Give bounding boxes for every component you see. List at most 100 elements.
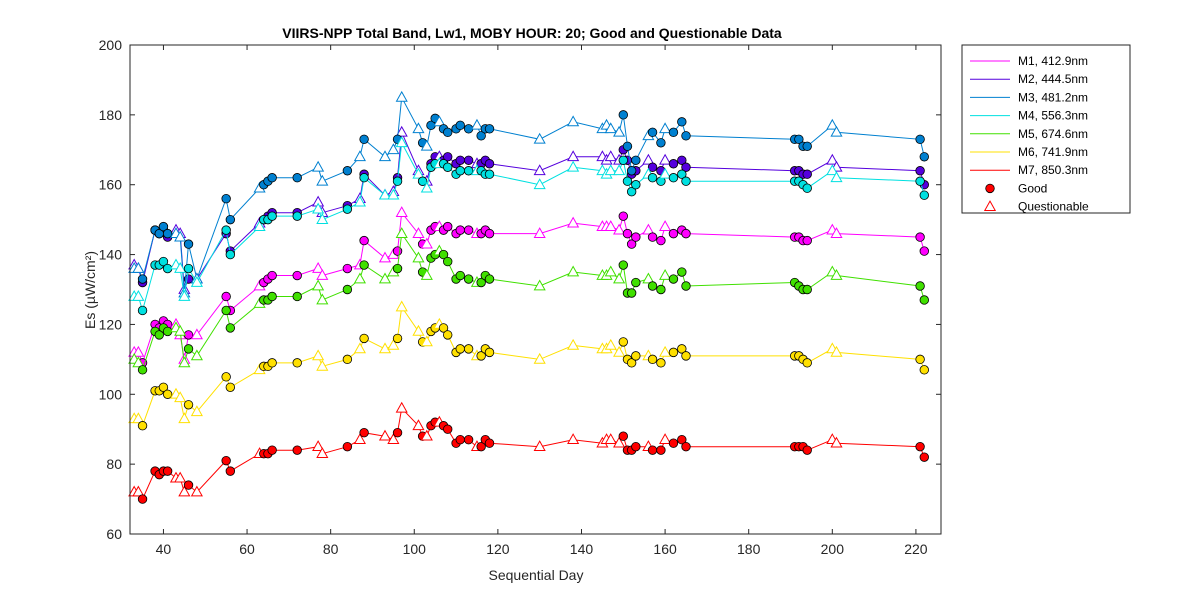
- questionable-point: [395, 90, 408, 102]
- questionable-point: [395, 300, 408, 312]
- questionable-point: [830, 171, 843, 183]
- good-point: [919, 295, 929, 305]
- y-tick-label: 140: [99, 247, 123, 263]
- questionable-point: [642, 272, 655, 284]
- good-point: [158, 256, 169, 267]
- good-point: [183, 480, 194, 490]
- questionable-point: [470, 118, 484, 130]
- questionable-point: [316, 269, 329, 280]
- x-axis: 40 60 80 100 120 140 160 180 200 220: [156, 45, 928, 557]
- questionable-point: [395, 401, 408, 413]
- good-point: [668, 347, 679, 358]
- questionable-point: [604, 164, 617, 176]
- questionable-point: [604, 265, 617, 277]
- questionable-point: [613, 345, 626, 357]
- good-point: [677, 155, 687, 165]
- good-point: [677, 344, 687, 354]
- good-point: [631, 351, 641, 361]
- good-point: [267, 445, 277, 455]
- questionable-point: [178, 485, 191, 497]
- questionable-point: [826, 118, 839, 130]
- questionable-point: [312, 160, 325, 172]
- good-point: [392, 333, 403, 344]
- good-point: [677, 434, 687, 445]
- good-point: [476, 131, 486, 141]
- questionable-point: [533, 279, 546, 291]
- questionable-point: [174, 230, 187, 242]
- questionable-point: [316, 359, 329, 371]
- good-point: [292, 270, 302, 281]
- good-point: [668, 438, 679, 448]
- good-point: [681, 131, 691, 141]
- questionable-point: [604, 122, 617, 134]
- good-point: [443, 127, 453, 138]
- good-point: [626, 358, 637, 368]
- questionable-point: [378, 342, 392, 354]
- good-point: [476, 351, 486, 361]
- good-point: [802, 445, 812, 455]
- series-4: [128, 136, 929, 316]
- questionable-point: [395, 125, 408, 137]
- good-point: [221, 291, 231, 302]
- questionable-point: [132, 412, 145, 424]
- questionable-point: [312, 440, 325, 452]
- legend-entry: M6, 741.9nm: [1018, 145, 1088, 159]
- y-tick-label: 100: [99, 386, 123, 402]
- questionable-point: [316, 447, 329, 459]
- good-point: [626, 239, 637, 249]
- questionable-point: [353, 433, 366, 445]
- good-point: [183, 400, 194, 410]
- good-point: [915, 441, 925, 452]
- good-point: [221, 372, 231, 382]
- good-point: [484, 228, 495, 239]
- series-7: [128, 401, 929, 504]
- legend-entry-questionable: Questionable: [1018, 200, 1089, 214]
- good-point: [626, 186, 637, 197]
- good-point: [455, 155, 465, 165]
- good-point: [484, 347, 495, 358]
- good-point: [137, 365, 148, 375]
- questionable-point: [830, 345, 843, 357]
- questionable-point: [312, 262, 325, 273]
- questionable-point: [659, 220, 672, 231]
- good-point: [647, 232, 658, 242]
- y-axis: 60 80 100 120 140 160 180 200: [99, 37, 941, 542]
- questionable-point: [378, 150, 392, 162]
- questionable-point: [132, 485, 145, 497]
- good-point: [631, 441, 641, 452]
- good-point: [225, 323, 236, 333]
- x-tick-label: 60: [239, 541, 255, 557]
- y-tick-label: 120: [99, 316, 123, 332]
- good-point: [647, 281, 658, 291]
- questionable-point: [412, 324, 425, 336]
- questionable-point: [642, 153, 655, 165]
- good-point: [631, 232, 641, 242]
- good-point: [137, 421, 148, 431]
- good-point: [267, 358, 277, 368]
- questionable-point: [420, 181, 433, 193]
- good-point: [802, 235, 812, 246]
- questionable-point: [604, 220, 617, 231]
- x-tick-label: 160: [653, 541, 677, 557]
- questionable-point: [253, 220, 266, 231]
- questionable-point: [178, 412, 191, 424]
- questionable-point: [132, 345, 145, 357]
- questionable-point: [604, 150, 617, 162]
- series-5: [128, 227, 929, 375]
- questionable-point: [659, 433, 672, 445]
- good-point: [443, 330, 453, 340]
- good-point: [359, 134, 369, 145]
- good-point: [668, 274, 679, 284]
- good-point: [631, 180, 641, 190]
- questionable-point: [132, 356, 145, 368]
- good-point: [484, 274, 495, 284]
- good-point: [443, 256, 453, 267]
- good-point: [455, 270, 465, 281]
- questionable-point: [533, 352, 546, 364]
- good-point: [359, 235, 369, 246]
- good-point: [455, 166, 465, 176]
- legend-questionable-marker: [983, 200, 997, 211]
- questionable-point: [567, 433, 580, 445]
- x-tick-label: 220: [904, 541, 928, 557]
- good-point: [484, 438, 495, 448]
